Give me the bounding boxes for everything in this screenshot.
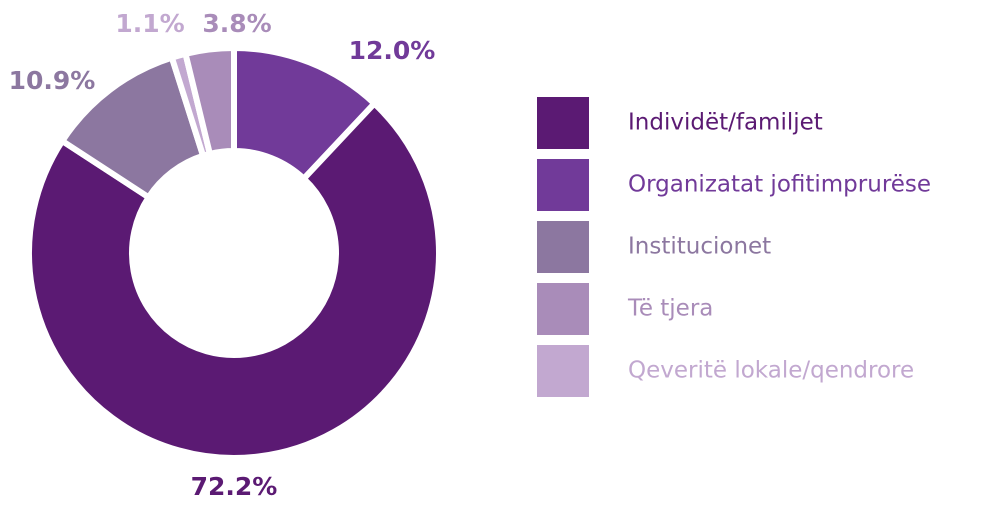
value-label: 12.0% (349, 36, 436, 65)
value-label: 3.8% (202, 9, 271, 38)
legend-label: Institucionet (628, 234, 771, 260)
legend-swatch (537, 283, 589, 335)
donut-segment (181, 44, 237, 158)
donut-segment (26, 99, 442, 461)
legend-label: Të tjera (627, 296, 713, 322)
legend-swatch (537, 345, 589, 397)
legend-label: Organizatat jofitimprurëse (628, 172, 931, 198)
value-label: 10.9% (9, 66, 96, 95)
legend-swatch (537, 97, 589, 149)
value-label: 1.1% (115, 9, 184, 38)
legend-swatch (537, 221, 589, 273)
legend-label: Qeveritë lokale/qendrore (628, 358, 914, 384)
legend-label: Individët/familjet (628, 110, 823, 136)
legend-swatch (537, 159, 589, 211)
value-label: 72.2% (191, 472, 278, 501)
